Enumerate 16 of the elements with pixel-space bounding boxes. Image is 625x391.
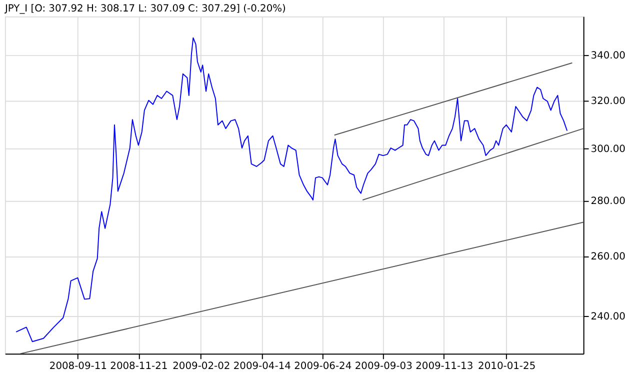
line-series [16,37,568,342]
y-tick-label: 340.00 [590,50,625,62]
y-tick-label: 300.00 [590,144,625,156]
x-tick-label: 2009-11-13 [416,361,474,372]
y-tick-label: 240.00 [590,312,625,323]
y-tick-label: 280.00 [590,196,625,208]
x-tick-label: 2009-02-02 [172,361,230,372]
x-tick-label: 2008-11-21 [110,361,168,372]
y-tick-label: 260.00 [590,252,625,263]
y-tick-label: 320.00 [590,96,625,107]
x-tick-label: 2009-06-24 [294,361,352,372]
x-tick-label: 2009-04-14 [233,361,291,372]
x-tick-label: 2008-09-11 [49,361,107,372]
x-tick-label: 2010-01-25 [478,361,536,372]
chart-title: JPY_I [O: 307.92 H: 308.17 L: 307.09 C: 307.29] (-0.20%) [4,3,286,14]
x-tick-label: 2009-09-03 [354,361,412,372]
